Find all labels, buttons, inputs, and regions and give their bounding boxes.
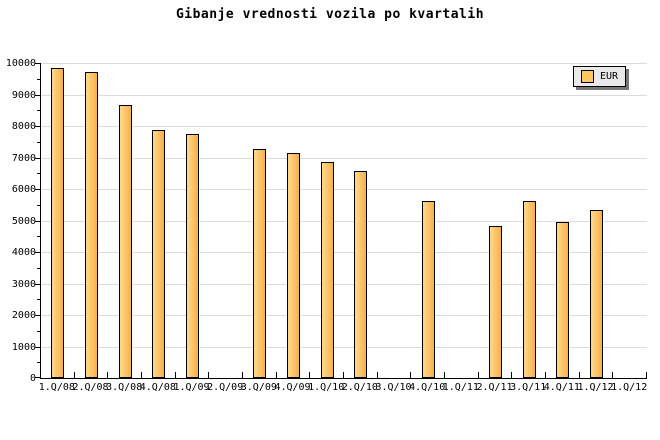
bar-2.Q/08	[85, 72, 98, 378]
bar-2.Q/10	[354, 171, 367, 378]
x-tick-15	[545, 372, 546, 378]
y-minor-tick-3500	[37, 267, 40, 269]
y-axis-label-8000: 8000	[11, 121, 36, 132]
y-axis-label-6000: 6000	[11, 184, 36, 195]
gridline-6000	[41, 189, 647, 190]
y-major-tick-3000	[35, 283, 40, 285]
x-axis-label-2: 3.Q/08	[106, 382, 143, 393]
y-minor-tick-9500	[37, 78, 40, 80]
y-major-tick-1000	[35, 346, 40, 348]
y-major-tick-8000	[35, 126, 40, 127]
bar-1.Q/10	[321, 162, 334, 378]
y-minor-tick-8500	[37, 110, 40, 112]
x-axis-label-12: 1.Q/11	[442, 382, 479, 393]
x-tick-9	[343, 372, 344, 378]
bar-3.Q/08	[119, 105, 132, 378]
y-major-tick-9000	[35, 94, 40, 96]
x-axis-label-14: 3.Q/11	[510, 382, 547, 393]
x-axis-label-10: 3.Q/10	[375, 382, 412, 393]
x-axis-label-9: 2.Q/10	[341, 382, 378, 393]
legend-eur-swatch-icon	[580, 70, 594, 83]
y-major-tick-4000	[35, 252, 40, 253]
bar-2.Q/11	[489, 226, 502, 378]
gridline-1000	[41, 346, 647, 348]
x-tick-17	[612, 372, 613, 378]
y-minor-tick-6500	[37, 173, 40, 175]
x-tick-12	[444, 372, 445, 378]
x-tick-11	[410, 372, 411, 378]
y-axis-label-3000: 3000	[11, 278, 36, 290]
x-axis-label-13: 2.Q/11	[476, 382, 513, 393]
y-axis-label-2000: 2000	[11, 310, 36, 321]
bar-1.Q/08	[51, 68, 64, 378]
legend-eur-label: EUR	[599, 71, 619, 82]
x-tick-5	[208, 372, 209, 378]
y-minor-tick-500	[37, 362, 40, 364]
y-axis-label-1000: 1000	[11, 341, 36, 353]
bar-4.Q/11	[556, 222, 569, 378]
gridline-8000	[41, 126, 647, 127]
y-minor-tick-4500	[37, 236, 40, 238]
x-axis-label-6: 3.Q/09	[240, 382, 277, 393]
x-tick-10	[377, 372, 378, 378]
y-minor-tick-7500	[37, 141, 40, 143]
y-minor-tick-5500	[37, 204, 40, 206]
x-axis-label-3: 4.Q/08	[139, 382, 176, 393]
x-axis-label-4: 1.Q/09	[173, 382, 210, 393]
gridline-4000	[41, 252, 647, 253]
plot-area	[40, 63, 647, 379]
y-major-tick-7000	[35, 157, 40, 159]
chart-title: Gibanje vrednosti vozila po kvartalih	[175, 7, 485, 22]
bar-1.Q/12	[590, 210, 603, 378]
x-tick-18	[646, 372, 647, 378]
x-tick-16	[579, 372, 580, 378]
bar-1.Q/09	[186, 134, 199, 378]
y-major-tick-6000	[35, 189, 40, 190]
gridline-2000	[41, 315, 647, 316]
gridline-9000	[41, 94, 647, 96]
x-tick-8	[309, 372, 310, 378]
x-axis-label-8: 1.Q/10	[308, 382, 345, 393]
x-tick-2	[107, 372, 108, 378]
y-axis-label-7000: 7000	[11, 152, 36, 164]
x-axis-label-5: 2.Q/09	[207, 382, 244, 393]
x-axis-label-16: 1.Q/12	[577, 382, 614, 393]
x-tick-7	[276, 372, 277, 378]
y-minor-tick-1500	[37, 330, 40, 332]
x-tick-1	[74, 372, 75, 378]
x-tick-3	[141, 372, 142, 378]
y-axis-label-0: 0	[29, 373, 36, 384]
gridline-5000	[41, 220, 647, 222]
x-axis-label-15: 4.Q/11	[543, 382, 580, 393]
x-tick-13	[478, 372, 479, 378]
y-major-tick-0	[35, 377, 40, 378]
gridline-7000	[41, 157, 647, 159]
x-axis-label-1: 2.Q/08	[72, 382, 109, 393]
bar-4.Q/10	[422, 201, 435, 378]
bar-3.Q/09	[253, 149, 266, 378]
y-axis-label-5000: 5000	[11, 215, 36, 227]
x-tick-14	[511, 372, 512, 378]
x-tick-6	[242, 372, 243, 378]
x-axis-label-7: 4.Q/09	[274, 382, 311, 393]
y-axis-label-9000: 9000	[11, 89, 36, 101]
x-tick-4	[175, 372, 176, 378]
y-minor-tick-2500	[37, 299, 40, 301]
x-axis-label-0: 1.Q/08	[38, 382, 75, 393]
legend-box: EUR	[573, 66, 626, 87]
bar-3.Q/11	[523, 201, 536, 378]
y-major-tick-5000	[35, 220, 40, 222]
y-axis-label-4000: 4000	[11, 247, 36, 258]
y-axis-label-10000: 10000	[5, 58, 36, 69]
bar-4.Q/09	[287, 153, 300, 378]
gridline-10000	[41, 63, 647, 64]
y-major-tick-10000	[35, 63, 40, 64]
x-axis-label-11: 4.Q/10	[409, 382, 446, 393]
y-major-tick-2000	[35, 315, 40, 316]
gridline-3000	[41, 283, 647, 285]
bar-4.Q/08	[152, 130, 165, 378]
x-axis-label-17: 1.Q/12	[611, 382, 648, 393]
